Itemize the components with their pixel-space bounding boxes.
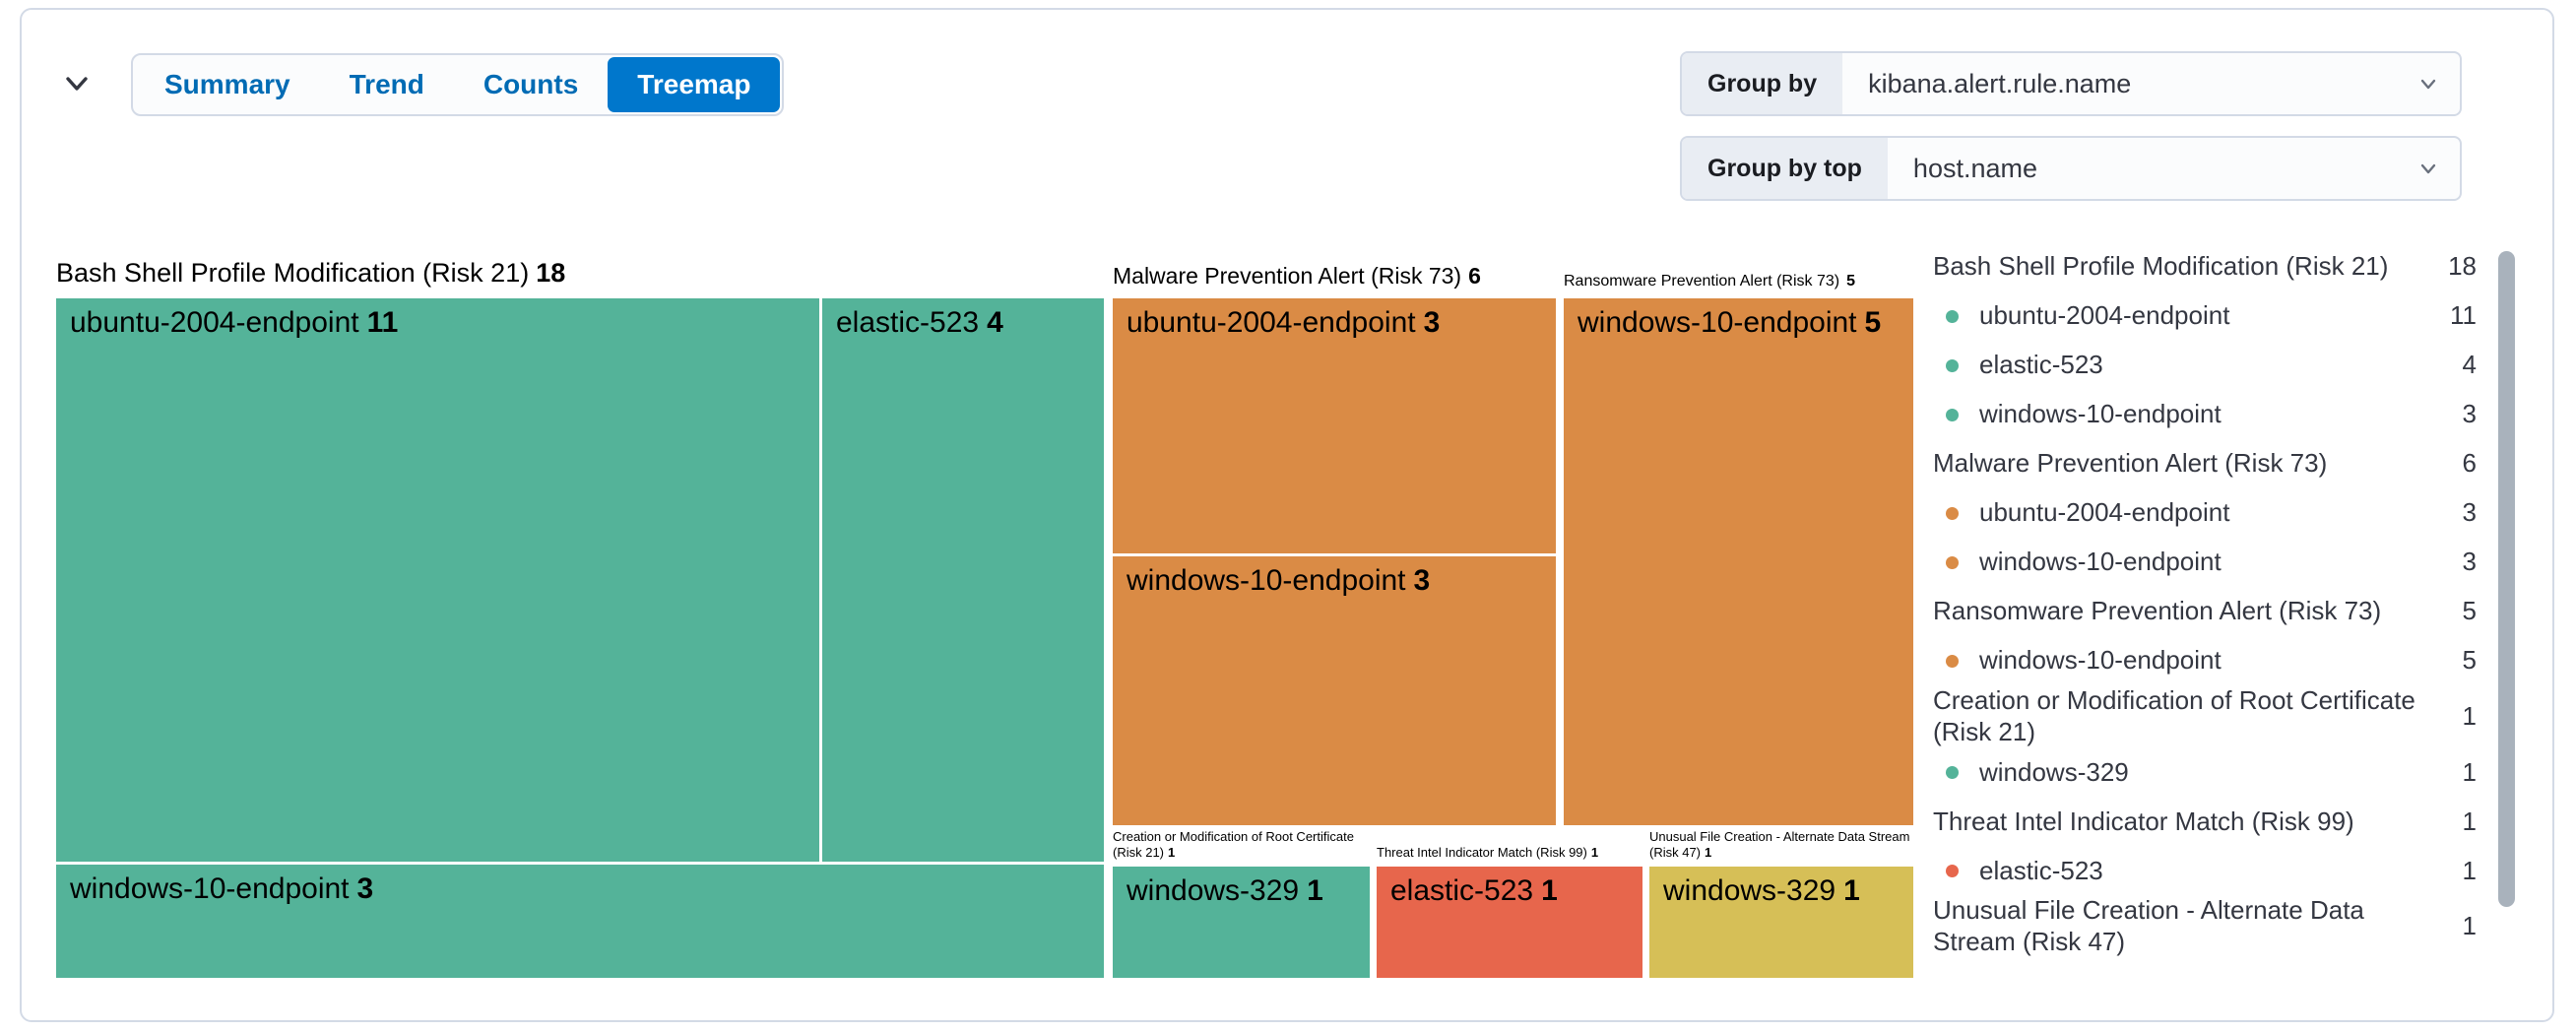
group-by-value: kibana.alert.rule.name bbox=[1868, 68, 2132, 98]
group-by-prepend-label: Group by bbox=[1682, 53, 1843, 114]
chevron-down-icon bbox=[58, 65, 96, 105]
tab-trend[interactable]: Trend bbox=[349, 69, 424, 99]
series-color-dot-icon bbox=[1946, 555, 1959, 569]
view-button-group: Summary Trend Counts Treemap bbox=[131, 53, 785, 116]
legend-group-title[interactable]: Creation or Modification of Root Certifi… bbox=[1933, 685, 2477, 746]
legend-item[interactable]: elastic-523 1 bbox=[1933, 846, 2477, 895]
treemap-section-label: Threat Intel Indicator Match (Risk 99) 1 bbox=[1377, 845, 1599, 860]
tab-summary[interactable]: Summary bbox=[164, 69, 290, 99]
treemap-cell[interactable]: elastic-523 1 bbox=[1377, 867, 1642, 978]
series-color-dot-icon bbox=[1946, 765, 1959, 779]
treemap-section-label: Malware Prevention Alert (Risk 73) 6 bbox=[1113, 263, 1481, 289]
legend-group-title[interactable]: Threat Intel Indicator Match (Risk 99) 1 bbox=[1933, 806, 2477, 836]
treemap-cell[interactable]: ubuntu-2004-endpoint 11 bbox=[56, 298, 819, 862]
series-color-dot-icon bbox=[1946, 358, 1959, 372]
group-by-top-value: host.name bbox=[1912, 153, 2037, 183]
legend-item[interactable]: windows-10-endpoint 3 bbox=[1933, 538, 2477, 587]
group-by-top-select[interactable]: Group by top host.name bbox=[1680, 136, 2462, 201]
series-color-dot-icon bbox=[1946, 506, 1959, 520]
treemap-cell[interactable]: windows-10-endpoint 5 bbox=[1564, 298, 1913, 825]
treemap-cell[interactable]: windows-329 1 bbox=[1113, 867, 1370, 978]
treemap-cell[interactable]: windows-10-endpoint 3 bbox=[56, 865, 1104, 978]
chevron-down-icon bbox=[2397, 138, 2460, 199]
treemap-legend: Bash Shell Profile Modification (Risk 21… bbox=[1933, 242, 2477, 958]
treemap-section-label: Unusual File Creation - Alternate Data S… bbox=[1649, 829, 1910, 860]
legend-group-title[interactable]: Ransomware Prevention Alert (Risk 73) 5 bbox=[1933, 596, 2477, 626]
series-color-dot-icon bbox=[1946, 408, 1959, 421]
legend-scrollbar[interactable] bbox=[2498, 251, 2515, 907]
series-color-dot-icon bbox=[1946, 864, 1959, 877]
treemap-section-label: Bash Shell Profile Modification (Risk 21… bbox=[56, 258, 566, 288]
group-by-top-prepend-label: Group by top bbox=[1682, 138, 1888, 199]
group-by-select[interactable]: Group by kibana.alert.rule.name bbox=[1680, 51, 2462, 116]
treemap-cell[interactable]: windows-10-endpoint 3 bbox=[1113, 556, 1556, 825]
tab-counts[interactable]: Counts bbox=[483, 69, 579, 99]
treemap-section-label: Ransomware Prevention Alert (Risk 73) 5 bbox=[1564, 273, 1856, 290]
treemap-cell[interactable]: ubuntu-2004-endpoint 3 bbox=[1113, 298, 1556, 553]
treemap-cell[interactable]: windows-329 1 bbox=[1649, 867, 1913, 978]
legend-item[interactable]: windows-10-endpoint 5 bbox=[1933, 636, 2477, 685]
collapse-panel-button[interactable] bbox=[55, 63, 98, 106]
legend-group-title[interactable]: Bash Shell Profile Modification (Risk 21… bbox=[1933, 251, 2477, 282]
series-color-dot-icon bbox=[1946, 309, 1959, 323]
legend-group-title[interactable]: Unusual File Creation - Alternate Data S… bbox=[1933, 895, 2477, 957]
legend-item[interactable]: windows-10-endpoint 3 bbox=[1933, 390, 2477, 439]
tab-treemap[interactable]: Treemap bbox=[608, 57, 781, 112]
legend-group-title[interactable]: Malware Prevention Alert (Risk 73) 6 bbox=[1933, 448, 2477, 479]
treemap-cell[interactable]: elastic-523 4 bbox=[822, 298, 1104, 862]
series-color-dot-icon bbox=[1946, 654, 1959, 668]
legend-item[interactable]: ubuntu-2004-endpoint 3 bbox=[1933, 488, 2477, 538]
legend-item[interactable]: ubuntu-2004-endpoint 11 bbox=[1933, 291, 2477, 341]
legend-item[interactable]: elastic-523 4 bbox=[1933, 341, 2477, 390]
chevron-down-icon bbox=[2397, 53, 2460, 114]
legend-item[interactable]: windows-329 1 bbox=[1933, 747, 2477, 797]
treemap-section-label: Creation or Modification of Root Certifi… bbox=[1113, 829, 1354, 860]
